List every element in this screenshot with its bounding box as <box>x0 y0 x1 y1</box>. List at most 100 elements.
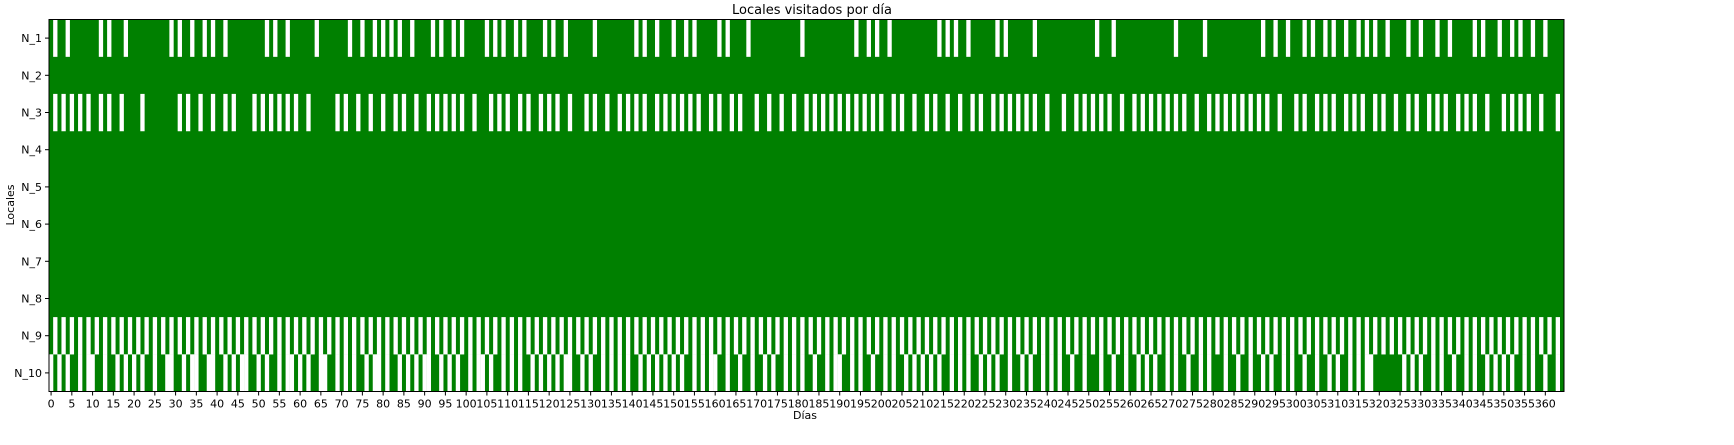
heatmap-cell-not-visited <box>891 93 896 132</box>
heatmap-cell-not-visited <box>1261 354 1266 392</box>
heatmap-cell-not-visited <box>1119 93 1125 132</box>
heatmap-cell-not-visited <box>692 19 697 57</box>
heatmap-cell-not-visited <box>1323 93 1328 132</box>
heatmap-cell-not-visited <box>65 19 70 57</box>
heatmap-cell-not-visited <box>152 354 158 392</box>
heatmap-cell-not-visited <box>356 93 361 132</box>
heatmap-cell-not-visited <box>430 19 436 57</box>
heatmap-cell-not-visited <box>1157 93 1162 132</box>
heatmap-cell-not-visited <box>335 93 340 132</box>
heatmap-cell-not-visited <box>767 317 772 355</box>
heatmap-cell-not-visited <box>1406 19 1411 57</box>
heatmap-cell-not-visited <box>874 19 880 57</box>
heatmap-cell-not-visited <box>277 354 282 392</box>
x-tick-label: 235 <box>1016 398 1037 411</box>
heatmap-cell-not-visited <box>812 93 818 132</box>
heatmap-cell-not-visited <box>260 93 265 132</box>
heatmap-cell-not-visited <box>854 93 859 132</box>
heatmap-cell-not-visited <box>484 317 490 355</box>
heatmap-cell-not-visited <box>908 317 913 355</box>
heatmap-cell-not-visited <box>318 317 324 355</box>
heatmap-cell-not-visited <box>1464 317 1469 355</box>
heatmap-cell-not-visited <box>692 354 697 392</box>
heatmap-cell-not-visited <box>1510 19 1515 57</box>
heatmap-cell-not-visited <box>1431 317 1436 355</box>
x-tick-label: 340 <box>1452 398 1473 411</box>
heatmap-cell-not-visited <box>1248 354 1253 392</box>
heatmap-cell-not-visited <box>663 354 668 392</box>
heatmap-cell-not-visited <box>231 354 236 392</box>
heatmap-cell-not-visited <box>268 317 274 355</box>
heatmap-cell-not-visited <box>555 93 560 132</box>
heatmap-cell-not-visited <box>210 19 216 57</box>
heatmap-cell-not-visited <box>563 19 568 57</box>
heatmap-cell-not-visited <box>1373 19 1378 57</box>
heatmap-cell-not-visited <box>1364 354 1370 392</box>
heatmap-cell-not-visited <box>1148 317 1154 355</box>
heatmap-cell-not-visited <box>791 93 797 132</box>
heatmap-cell-not-visited <box>1364 317 1370 355</box>
x-tick-label: 0 <box>48 398 55 411</box>
heatmap-cell-not-visited <box>1016 93 1021 132</box>
heatmap-cell-not-visited <box>1277 93 1282 132</box>
heatmap-cell-not-visited <box>663 93 668 132</box>
heatmap-cell-not-visited <box>1215 93 1220 132</box>
heatmap-cell-not-visited <box>239 354 245 392</box>
x-tick-label: 205 <box>891 398 912 411</box>
heatmap-cell-not-visited <box>480 354 485 392</box>
heatmap-cell-not-visited <box>285 93 290 132</box>
heatmap-cell-not-visited <box>49 354 54 392</box>
heatmap-cell-not-visited <box>1356 19 1361 57</box>
heatmap-cell-not-visited <box>949 317 954 355</box>
heatmap-cell-not-visited <box>1406 317 1411 355</box>
heatmap-cell-not-visited <box>966 19 971 57</box>
heatmap-cell-not-visited <box>642 93 647 132</box>
x-tick-label: 165 <box>725 398 746 411</box>
x-tick-label: 90 <box>418 398 432 411</box>
heatmap-cell-not-visited <box>563 354 568 392</box>
heatmap-cell-not-visited <box>206 354 212 392</box>
heatmap-cell-not-visited <box>1439 317 1444 355</box>
x-axis: 0 5 10 15 20 25 30 35 40 45 50 55 60 65 70 75 80 85 90 95 10… <box>48 391 1556 411</box>
heatmap-cell-not-visited <box>127 317 133 355</box>
heatmap-cell-not-visited <box>165 354 170 392</box>
heatmap-cell-not-visited <box>567 93 573 132</box>
heatmap-cell-not-visited <box>601 354 606 392</box>
heatmap-cell-not-visited <box>426 354 432 392</box>
heatmap-cell-not-visited <box>634 19 639 57</box>
heatmap-cell-not-visited <box>1472 317 1477 355</box>
x-tick-label: 20 <box>127 398 141 411</box>
heatmap-cell-not-visited <box>1248 317 1253 355</box>
heatmap-cell-not-visited <box>617 354 622 392</box>
heatmap-cell-not-visited <box>1223 93 1228 132</box>
heatmap-cell-not-visited <box>684 19 689 57</box>
heatmap-cell-not-visited <box>547 93 552 132</box>
heatmap-cell-not-visited <box>1124 317 1129 355</box>
heatmap-cell-not-visited <box>1107 93 1112 132</box>
heatmap-cell-not-visited <box>1364 19 1370 57</box>
heatmap-cell-not-visited <box>1065 317 1071 355</box>
heatmap-cell-not-visited <box>98 19 104 57</box>
heatmap-cell-not-visited <box>999 317 1004 355</box>
heatmap-cell-not-visited <box>1310 19 1316 57</box>
heatmap-cell-not-visited <box>1082 354 1087 392</box>
heatmap-cell-not-visited <box>866 317 871 355</box>
heatmap-cell-not-visited <box>443 93 448 132</box>
heatmap-cell-not-visited <box>505 93 510 132</box>
heatmap-cell-not-visited <box>1240 93 1245 132</box>
heatmap-cell-not-visited <box>601 317 606 355</box>
heatmap-cell-not-visited <box>771 354 776 392</box>
heatmap-cell-not-visited <box>360 19 365 57</box>
x-tick-label: 75 <box>355 398 369 411</box>
heatmap-cell-not-visited <box>1273 317 1278 355</box>
heatmap-cell-not-visited <box>733 317 739 355</box>
heatmap-cell-not-visited <box>912 354 917 392</box>
x-tick-label: 315 <box>1348 398 1369 411</box>
heatmap-cell-not-visited <box>1418 19 1424 57</box>
heatmap-cell-not-visited <box>318 354 324 392</box>
heatmap-cell-not-visited <box>1456 317 1461 355</box>
heatmap-cell-not-visited <box>538 354 544 392</box>
heatmap-cell-not-visited <box>401 93 407 132</box>
heatmap-cell-not-visited <box>625 93 631 132</box>
heatmap-cell-not-visited <box>210 354 216 392</box>
